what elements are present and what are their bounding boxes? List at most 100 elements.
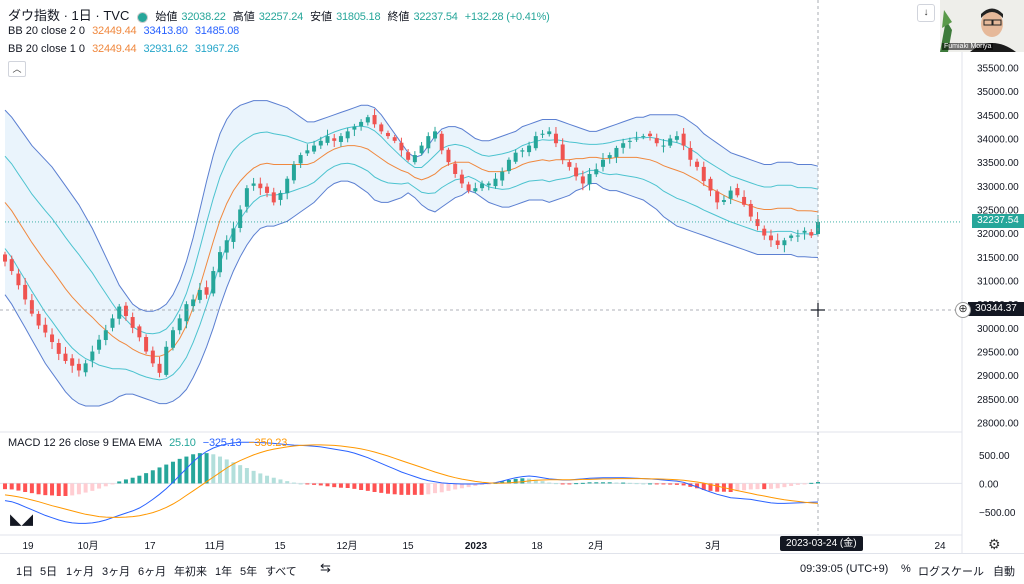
- macd-histogram-bar: [701, 483, 706, 490]
- auto-scale-toggle[interactable]: 自動: [993, 566, 1015, 578]
- timeframe-ytd-button[interactable]: 年初来: [174, 566, 207, 578]
- percent-toggle[interactable]: %: [901, 563, 911, 575]
- clock-label[interactable]: 09:39:05 (UTC+9): [800, 563, 889, 575]
- date-range-icon[interactable]: ⇆: [320, 560, 331, 575]
- macd-histogram-bar: [627, 482, 632, 484]
- candle-body: [23, 284, 28, 300]
- macd-histogram-bar: [265, 475, 270, 484]
- collapse-legend-icon[interactable]: ︿: [8, 61, 26, 77]
- bb-legend-2[interactable]: BB 20 close 1 0 32449.44 32931.62 31967.…: [8, 43, 243, 55]
- candle-body: [674, 136, 679, 140]
- candle-body: [762, 228, 767, 236]
- market-status-icon: [137, 11, 149, 23]
- macd-histogram-bar: [399, 483, 404, 495]
- candle-body: [184, 304, 189, 322]
- high-label: 高値: [232, 11, 255, 23]
- download-icon[interactable]: ↓: [917, 4, 935, 22]
- candle-body: [123, 305, 128, 317]
- macd-histogram-bar: [648, 483, 653, 485]
- bb-label: BB 20 close 1 0: [8, 43, 86, 55]
- macd-histogram-bar: [439, 483, 444, 493]
- candle-body: [419, 145, 424, 154]
- open-value: 32038.22: [181, 11, 226, 23]
- tradingview-logo[interactable]: ◣◢: [10, 510, 34, 528]
- add-alert-icon[interactable]: ⊕: [955, 302, 971, 318]
- timeframe-6m-button[interactable]: 6ヶ月: [138, 566, 167, 578]
- candle-body: [90, 351, 95, 361]
- bb-legend-1[interactable]: BB 20 close 2 0 32449.44 33413.80 31485.…: [8, 25, 243, 37]
- macd-histogram-bar: [513, 478, 518, 484]
- macd-histogram-bar: [708, 483, 713, 491]
- macd-histogram-bar: [365, 483, 370, 491]
- macd-histogram-bar: [802, 483, 807, 485]
- bb-lower-value: 31967.26: [194, 43, 240, 55]
- macd-histogram-bar: [224, 459, 229, 484]
- macd-histogram-bar: [170, 461, 175, 484]
- timeframe-all-button[interactable]: すべて: [265, 566, 297, 578]
- macd-histogram-bar: [748, 483, 753, 490]
- candle-body: [291, 164, 296, 181]
- price-tick-label: 34000.00: [977, 134, 1019, 145]
- cursor-date-tag: 2023-03-24 (金): [780, 536, 863, 551]
- macd-histogram-bar: [123, 479, 128, 484]
- timeframe-5y-button[interactable]: 5年: [240, 566, 258, 578]
- time-tick-label: 11月: [205, 540, 225, 552]
- macd-histogram-bar: [56, 483, 61, 496]
- timeframe-1y-button[interactable]: 1年: [215, 566, 233, 578]
- candle-body: [36, 313, 41, 326]
- candle-body: [500, 171, 505, 181]
- cursor-price-tag: 30344.37: [968, 302, 1024, 316]
- macd-tick-label: 500.00: [979, 451, 1010, 462]
- price-tick-label: 34500.00: [977, 111, 1019, 122]
- timeframe-1m-button[interactable]: 1ヶ月: [66, 566, 95, 578]
- timeframe-5d-button[interactable]: 5日: [40, 566, 58, 578]
- candle-body: [493, 178, 498, 187]
- candle-body: [359, 121, 364, 127]
- bb-basis-line: [4, 145, 819, 357]
- macd-histogram-bar: [43, 483, 48, 496]
- webcam-overlay: Fumiaki Moriya: [940, 0, 1024, 52]
- macd-histogram-bar: [426, 483, 431, 495]
- candle-body: [795, 235, 800, 237]
- candle-body: [177, 318, 182, 331]
- macd-histogram-bar: [379, 483, 384, 493]
- bb-inner-lower-line: [4, 162, 819, 381]
- price-tick-label: 33000.00: [977, 182, 1019, 193]
- log-scale-toggle[interactable]: ログスケール: [918, 566, 984, 578]
- macd-histogram-bar: [641, 483, 646, 485]
- candle-body: [506, 159, 511, 172]
- macd-histogram-bar: [130, 477, 135, 484]
- macd-histogram-bar: [90, 483, 95, 491]
- macd-histogram-bar: [372, 483, 377, 492]
- macd-histogram-bar: [466, 483, 471, 488]
- macd-hist-value: 25.10: [169, 437, 196, 449]
- macd-histogram-bar: [285, 481, 290, 484]
- time-tick-label: 18: [531, 541, 543, 552]
- settings-gear-icon[interactable]: ⚙: [988, 536, 1001, 552]
- macd-histogram-bar: [688, 483, 693, 487]
- macd-histogram-bar: [742, 483, 747, 491]
- macd-histogram-bar: [36, 483, 41, 495]
- macd-histogram-bar: [204, 453, 209, 484]
- candle-body: [144, 336, 149, 352]
- candle-body: [150, 350, 155, 364]
- timeframe-3m-button[interactable]: 3ヶ月: [102, 566, 131, 578]
- price-tick-label: 31000.00: [977, 277, 1019, 288]
- candle-body: [218, 252, 223, 273]
- macd-legend[interactable]: MACD 12 26 close 9 EMA EMA 25.10 −325.13…: [8, 437, 291, 449]
- macd-histogram-bar: [782, 483, 787, 488]
- macd-histogram-bar: [500, 481, 505, 484]
- candle-body: [412, 155, 417, 163]
- candle-body: [715, 191, 720, 203]
- symbol-title[interactable]: ダウ指数 · 1日 · TVC: [8, 8, 130, 23]
- macd-histogram-bar: [278, 479, 283, 484]
- timeframe-1d-button[interactable]: 1日: [16, 566, 34, 578]
- macd-histogram-bar: [238, 465, 243, 484]
- macd-histogram-bar: [520, 478, 525, 484]
- candle-body: [211, 271, 216, 294]
- macd-histogram-bar: [359, 483, 364, 490]
- macd-histogram-bar: [231, 462, 236, 484]
- candle-body: [681, 133, 686, 146]
- candle-body: [312, 145, 317, 152]
